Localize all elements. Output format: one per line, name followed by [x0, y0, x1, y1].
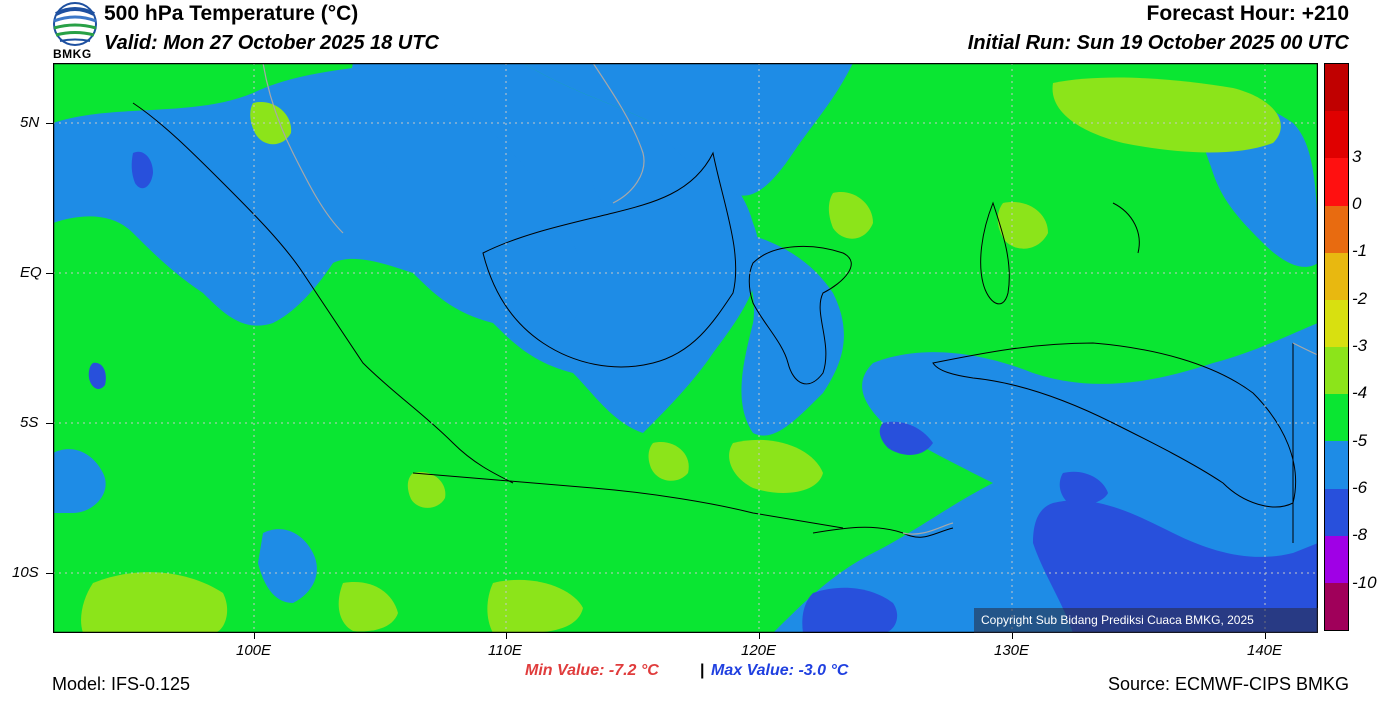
- country-borders: [262, 63, 1318, 535]
- temperature-map: [53, 63, 1318, 633]
- copyright-text: Copyright Sub Bidang Prediksi Cuaca BMKG…: [981, 613, 1254, 627]
- initial-run: Initial Run: Sun 19 October 2025 00 UTC: [967, 32, 1349, 54]
- colorbar-label: -4: [1352, 383, 1368, 403]
- lat-tick-mark: [46, 273, 53, 274]
- lat-tick-mark: [46, 123, 53, 124]
- colorbar-label: -10: [1352, 572, 1377, 592]
- colorbar-segment: [1325, 158, 1348, 206]
- colorbar-label: -2: [1352, 288, 1368, 308]
- colorbar-segment: [1325, 64, 1348, 112]
- lat-tick-10s: 10S: [12, 564, 39, 581]
- lon-tick-mark: [1012, 633, 1013, 639]
- lat-tick-5n: 5N: [20, 114, 40, 131]
- coldest-regions: [88, 151, 1318, 633]
- lon-tick-mark: [506, 633, 507, 639]
- coastlines: [132, 102, 1297, 543]
- copyright-box: [974, 608, 1318, 633]
- map-frame: [53, 63, 1318, 633]
- lon-tick-120e: 120E: [741, 642, 777, 659]
- colorbar: [1324, 63, 1349, 631]
- colorbar-label: -5: [1352, 430, 1368, 450]
- lat-tick-mark: [46, 423, 53, 424]
- bmkg-logo: BMKG: [50, 0, 100, 62]
- colorbar-segment: [1325, 347, 1348, 395]
- colorbar-label: -3: [1352, 336, 1368, 355]
- colorbar-segment: [1325, 252, 1348, 300]
- colorbar-label: 3: [1352, 146, 1362, 166]
- colorbar-label: 0: [1352, 194, 1362, 213]
- max-value: Max Value: -3.0 °C: [711, 662, 849, 679]
- source-label: Source: ECMWF-CIPS BMKG: [1107, 674, 1349, 694]
- colorbar-ticks: 3 0 -1 -2 -3 -4 -5 -6 -8 -10: [1352, 63, 1400, 631]
- lon-tick-130e: 130E: [994, 642, 1030, 659]
- warm-patches: [81, 77, 1281, 633]
- colorbar-segment: [1325, 441, 1348, 489]
- valid-time: Valid: Mon 27 October 2025 18 UTC: [104, 32, 439, 54]
- lon-tick-100e: 100E: [236, 642, 272, 659]
- lat-tick-mark: [46, 573, 53, 574]
- lon-tick-mark: [254, 633, 255, 639]
- map-title: 500 hPa Temperature (°C): [104, 2, 359, 25]
- colorbar-segment: [1325, 582, 1348, 631]
- colorbar-segment: [1325, 488, 1348, 536]
- lat-tick-eq: EQ: [20, 264, 42, 281]
- lon-tick-110e: 110E: [488, 642, 522, 659]
- bmkg-logo-icon: [53, 2, 97, 46]
- colorbar-label: -6: [1352, 478, 1368, 497]
- minmax-separator: |: [700, 662, 705, 679]
- colorbar-segment: [1325, 535, 1348, 583]
- graticule: [53, 63, 1318, 633]
- lon-tick-mark: [759, 633, 760, 639]
- model-label: Model: IFS-0.125: [52, 674, 191, 694]
- colorbar-segment: [1325, 111, 1348, 159]
- lon-tick-mark: [1265, 633, 1266, 639]
- forecast-hour: Forecast Hour: +210: [1146, 2, 1350, 25]
- colorbar-segment: [1325, 299, 1348, 348]
- colorbar-label: -1: [1352, 241, 1368, 261]
- lat-tick-5s: 5S: [20, 414, 39, 431]
- lon-tick-140e: 140E: [1247, 642, 1283, 659]
- logo-text: BMKG: [53, 47, 92, 61]
- colorbar-label: -8: [1352, 525, 1368, 545]
- colorbar-segment: [1325, 205, 1348, 253]
- colorbar-segment: [1325, 394, 1348, 442]
- min-value: Min Value: -7.2 °C: [525, 662, 659, 679]
